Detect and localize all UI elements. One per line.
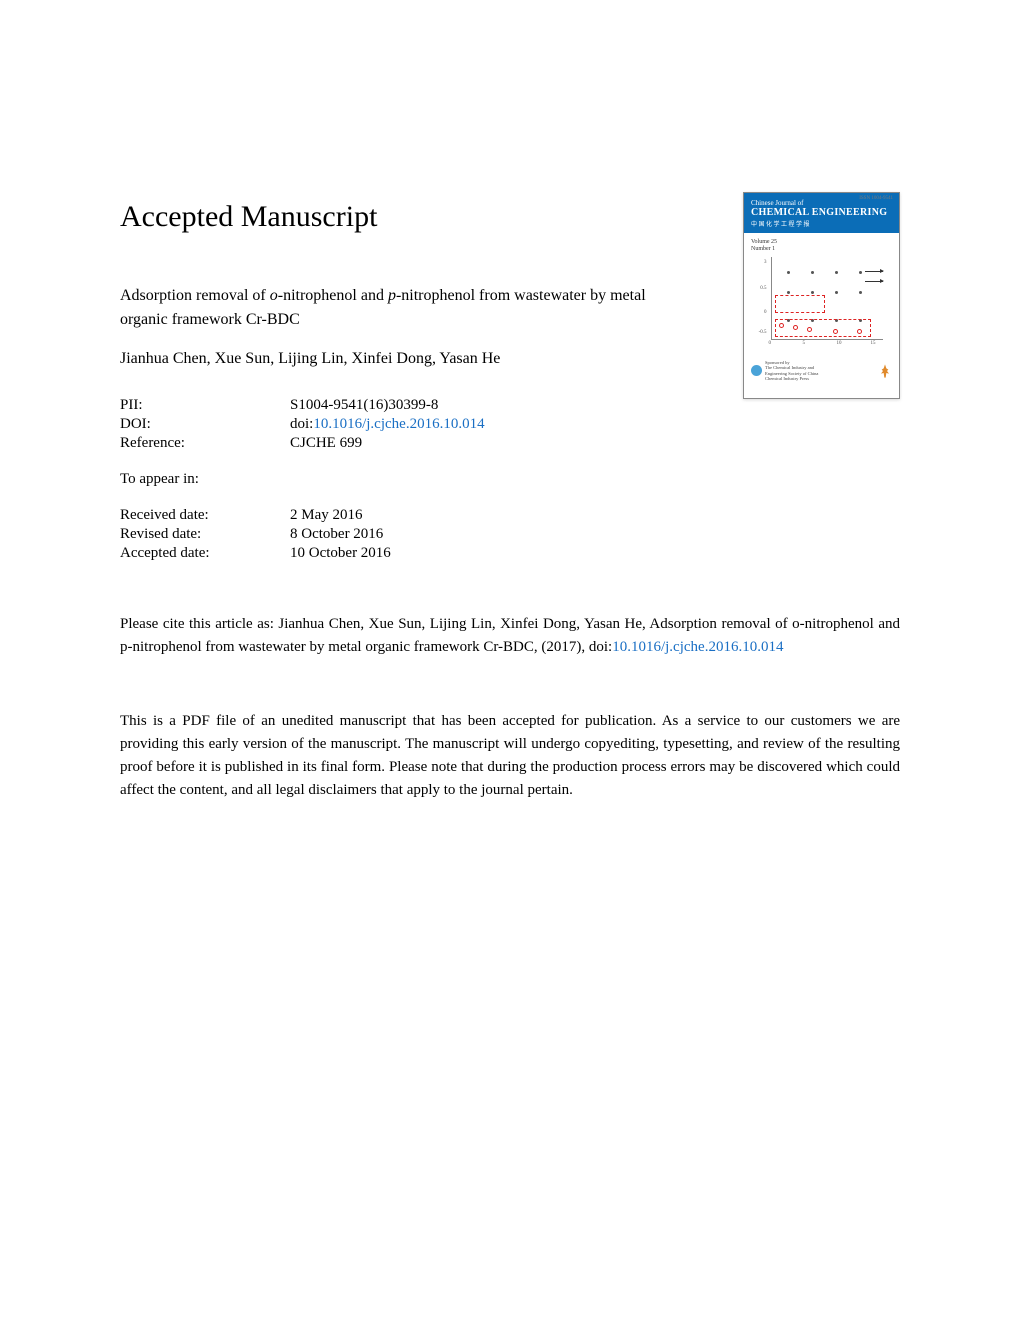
title-pre: Adsorption removal of — [120, 287, 270, 304]
citation-o: o — [792, 616, 800, 632]
cover-footer: Sponsored by The Chemical Industry and E… — [751, 360, 892, 381]
cover-chart: 3 0.5 0 -0.5 0 5 10 15 — [757, 257, 887, 349]
table-row: Accepted date: 10 October 2016 — [120, 544, 391, 563]
elsevier-logo-icon — [878, 363, 892, 379]
accepted-label: Accepted date: — [120, 544, 290, 563]
cover-volume: Volume 25 Number 1 — [751, 239, 892, 253]
journal-cover: ISSN 1004-9541 Chinese Journal of CHEMIC… — [743, 192, 900, 399]
table-row: Received date: 2 May 2016 — [120, 506, 391, 525]
title-p-italic: p — [388, 287, 396, 304]
chart-dot — [835, 291, 838, 294]
chart-y-tick: 0.5 — [760, 286, 766, 291]
cover-body: Volume 25 Number 1 3 0.5 0 -0.5 0 5 10 15 Spons… — [744, 233, 899, 385]
revised-label: Revised date: — [120, 525, 290, 544]
chart-dot — [859, 291, 862, 294]
chart-dot — [859, 271, 862, 274]
received-value: 2 May 2016 — [290, 506, 391, 525]
title-mid1: -nitrophenol and — [278, 287, 388, 304]
table-row: Reference: CJCHE 699 — [120, 434, 485, 453]
pii-label: PII: — [120, 396, 290, 415]
chart-x-tick: 0 — [769, 341, 772, 346]
cip-badge-icon — [751, 365, 762, 376]
reference-value: CJCHE 699 — [290, 434, 485, 453]
cover-volume-line2: Number 1 — [751, 246, 892, 253]
chart-dashed-box — [775, 295, 825, 313]
citation-block: Please cite this article as: Jianhua Che… — [120, 613, 900, 660]
table-row: Revised date: 8 October 2016 — [120, 525, 391, 544]
citation-mid1: -nitrophenol and — [800, 616, 900, 632]
received-label: Received date: — [120, 506, 290, 525]
chart-dashed-box — [775, 319, 871, 337]
chart-y-tick: 0 — [764, 310, 767, 315]
citation-mid2: -nitrophenol from wastewater by metal or… — [128, 639, 613, 655]
chart-y-tick: 3 — [764, 260, 767, 265]
to-appear-label: To appear in: — [120, 471, 900, 488]
citation-p: p — [120, 639, 128, 655]
article-title: Adsorption removal of o-nitrophenol and … — [120, 284, 680, 332]
chart-dot — [811, 271, 814, 274]
chart-x-tick: 5 — [803, 341, 806, 346]
chart-dot — [835, 271, 838, 274]
citation-doi-link[interactable]: 10.1016/j.cjche.2016.10.014 — [612, 639, 783, 655]
chart-y-axis — [771, 257, 772, 339]
doi-link[interactable]: 10.1016/j.cjche.2016.10.014 — [313, 416, 484, 432]
doi-value: doi:10.1016/j.cjche.2016.10.014 — [290, 415, 485, 434]
chart-arrow-icon — [865, 281, 883, 282]
chart-dot — [787, 291, 790, 294]
cover-journal-sub: 中 国 化 学 工 程 学 报 — [751, 219, 892, 228]
meta-table: PII: S1004-9541(16)30399-8 DOI: doi:10.1… — [120, 396, 485, 453]
cover-sponsor: Sponsored by The Chemical Industry and E… — [765, 360, 818, 381]
title-o-italic: o — [270, 287, 278, 304]
chart-x-tick: 15 — [871, 341, 876, 346]
cover-journal-name: CHEMICAL ENGINEERING — [751, 207, 892, 218]
table-row: PII: S1004-9541(16)30399-8 — [120, 396, 485, 415]
chart-x-tick: 10 — [837, 341, 842, 346]
sponsor-line2: The Chemical Industry and — [765, 365, 818, 370]
table-row: DOI: doi:10.1016/j.cjche.2016.10.014 — [120, 415, 485, 434]
chart-dot — [787, 271, 790, 274]
accepted-value: 10 October 2016 — [290, 544, 391, 563]
chart-arrow-icon — [865, 271, 883, 272]
sponsor-line4: Chemical Industry Press — [765, 376, 818, 381]
pii-value: S1004-9541(16)30399-8 — [290, 396, 485, 415]
dates-table: Received date: 2 May 2016 Revised date: … — [120, 506, 391, 563]
chart-dot — [811, 291, 814, 294]
doi-prefix: doi: — [290, 416, 313, 432]
chart-y-tick: -0.5 — [759, 330, 767, 335]
citation-pre: Please cite this article as: Jianhua Che… — [120, 616, 792, 632]
revised-value: 8 October 2016 — [290, 525, 391, 544]
reference-label: Reference: — [120, 434, 290, 453]
chart-x-axis — [771, 339, 883, 340]
doi-label: DOI: — [120, 415, 290, 434]
cover-volume-line1: Volume 25 — [751, 239, 892, 246]
disclaimer-block: This is a PDF file of an unedited manusc… — [120, 710, 900, 803]
cover-issn: ISSN 1004-9541 — [859, 196, 893, 201]
